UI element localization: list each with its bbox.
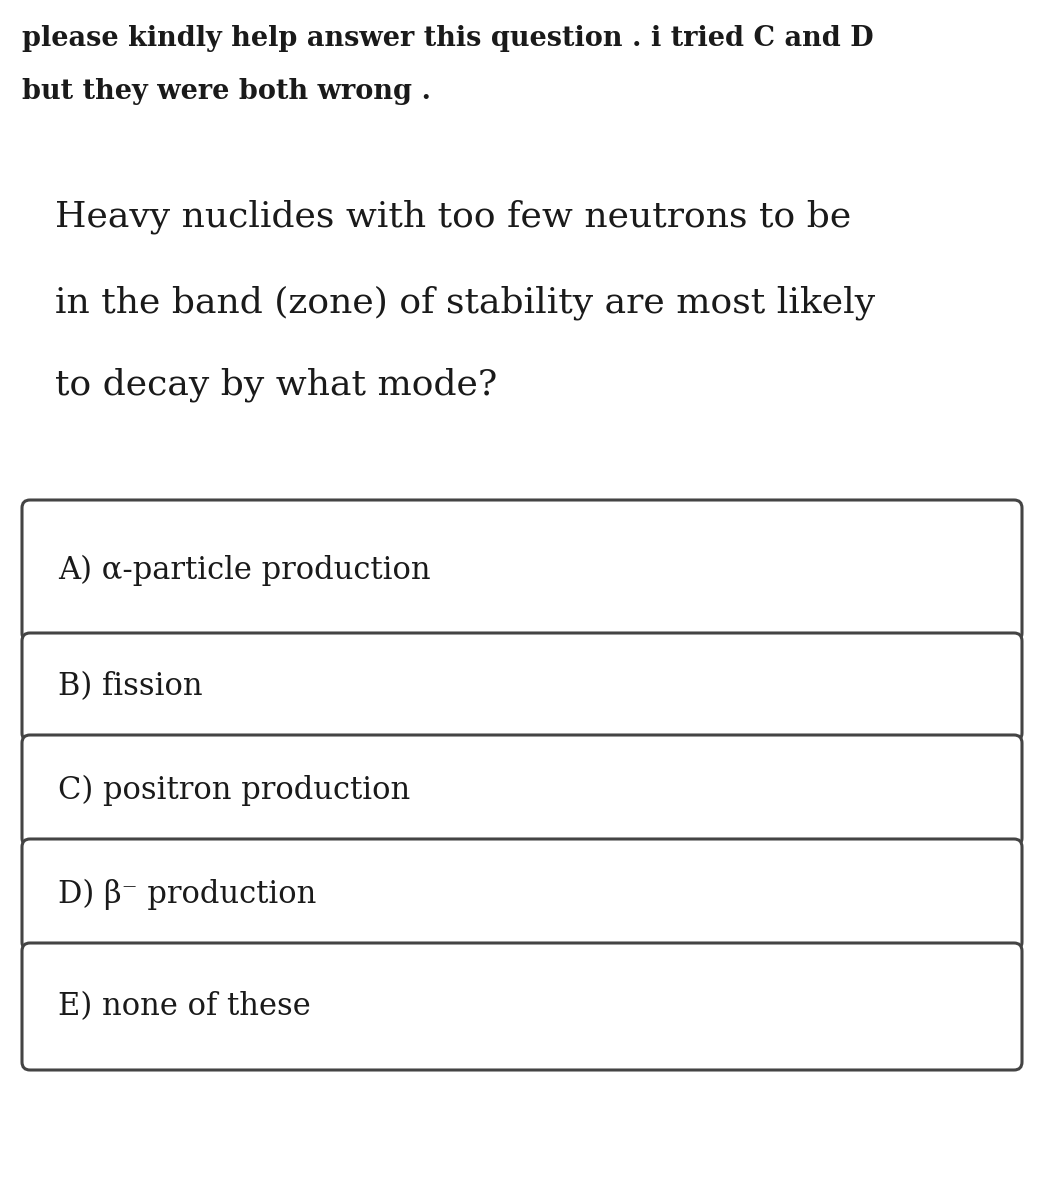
Text: Heavy nuclides with too few neutrons to be: Heavy nuclides with too few neutrons to … (55, 200, 851, 234)
FancyBboxPatch shape (22, 734, 1022, 846)
Text: E) none of these: E) none of these (58, 991, 311, 1022)
FancyBboxPatch shape (22, 500, 1022, 641)
Text: in the band (zone) of stability are most likely: in the band (zone) of stability are most… (55, 284, 875, 319)
Text: but they were both wrong .: but they were both wrong . (22, 78, 431, 104)
Text: A) α-particle production: A) α-particle production (58, 554, 430, 586)
Text: to decay by what mode?: to decay by what mode? (55, 368, 497, 402)
FancyBboxPatch shape (22, 634, 1022, 740)
Text: D) β⁻ production: D) β⁻ production (58, 878, 316, 910)
FancyBboxPatch shape (22, 943, 1022, 1070)
FancyBboxPatch shape (22, 839, 1022, 950)
Text: C) positron production: C) positron production (58, 775, 410, 806)
Text: B) fission: B) fission (58, 672, 203, 702)
Text: please kindly help answer this question . i tried C and D: please kindly help answer this question … (22, 25, 874, 52)
